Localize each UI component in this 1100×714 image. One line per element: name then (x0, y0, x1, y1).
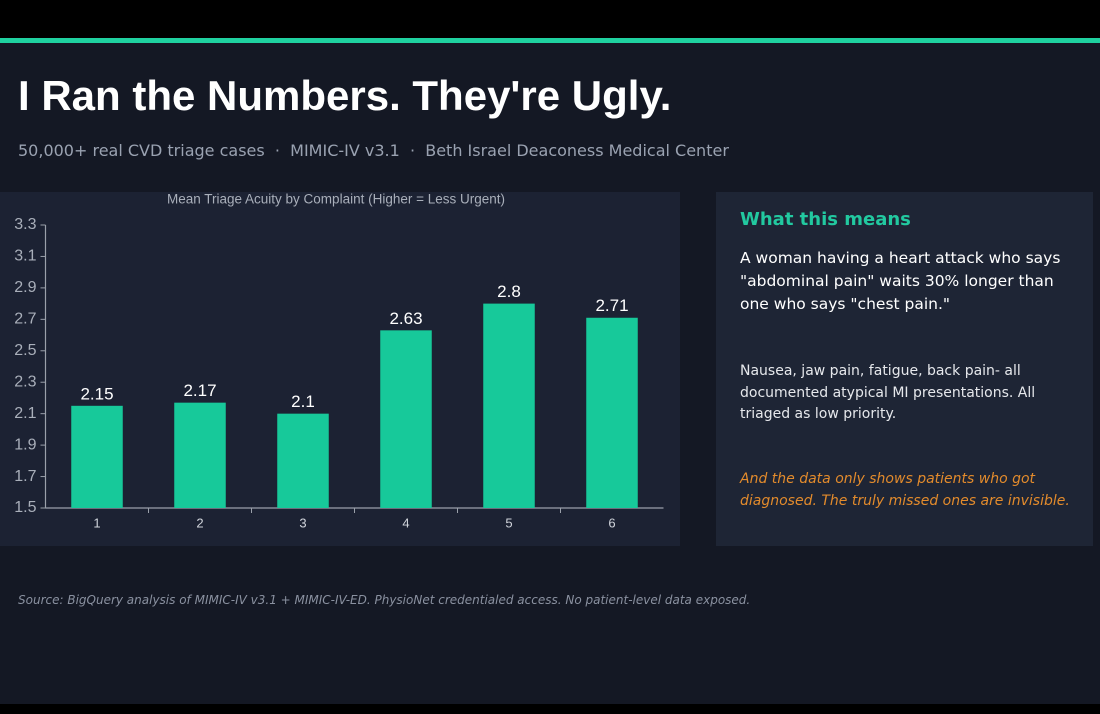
y-tick-label: 1.5 (14, 499, 36, 516)
bar (483, 303, 535, 508)
panel-lead: A woman having a heart attack who says "… (740, 249, 1061, 313)
info-panel: What this means A woman having a heart a… (716, 192, 1093, 546)
source-note: Source: BigQuery analysis of MIMIC-IV v3… (18, 593, 751, 607)
bar (174, 402, 226, 508)
x-tick-label: 5 (505, 515, 512, 530)
top-bar (0, 0, 1100, 38)
value-label: 2.63 (389, 309, 422, 328)
accent-line (0, 38, 1100, 43)
y-tick-label: 1.9 (14, 436, 36, 453)
panel-detail: Nausea, jaw pain, fatigue, back pain- al… (740, 363, 1036, 422)
value-label: 2.71 (595, 296, 628, 315)
panel-heading: What this means (740, 209, 911, 230)
bar (380, 330, 432, 508)
slide-title: I Ran the Numbers. They're Ugly. (18, 72, 672, 119)
slide-subtitle: 50,000+ real CVD triage cases · MIMIC-IV… (18, 141, 729, 160)
chart: Mean Triage Acuity by Complaint (Higher … (0, 192, 680, 546)
bottom-bar (0, 704, 1100, 714)
value-label: 2.1 (291, 392, 315, 411)
y-tick-label: 1.7 (14, 468, 36, 485)
y-tick-label: 2.1 (14, 405, 36, 422)
panel-note: And the data only shows patients who got… (740, 471, 1070, 509)
bar (277, 413, 329, 508)
x-tick-label: 2 (196, 515, 203, 530)
x-tick-label: 3 (299, 515, 306, 530)
x-tick-label: 1 (93, 515, 100, 530)
value-label: 2.15 (80, 384, 113, 403)
x-tick-label: 4 (402, 515, 409, 530)
y-tick-label: 2.5 (14, 342, 36, 359)
y-tick-label: 3.3 (14, 216, 36, 233)
x-tick-label: 6 (608, 515, 615, 530)
y-tick-label: 2.3 (14, 373, 36, 390)
chart-title: Mean Triage Acuity by Complaint (Higher … (167, 192, 505, 207)
bar (586, 317, 638, 508)
bar (71, 405, 123, 508)
y-tick-label: 2.9 (14, 279, 36, 296)
value-label: 2.17 (183, 381, 216, 400)
y-tick-label: 3.1 (14, 248, 36, 265)
value-label: 2.8 (497, 282, 521, 301)
y-tick-label: 2.7 (14, 311, 36, 328)
